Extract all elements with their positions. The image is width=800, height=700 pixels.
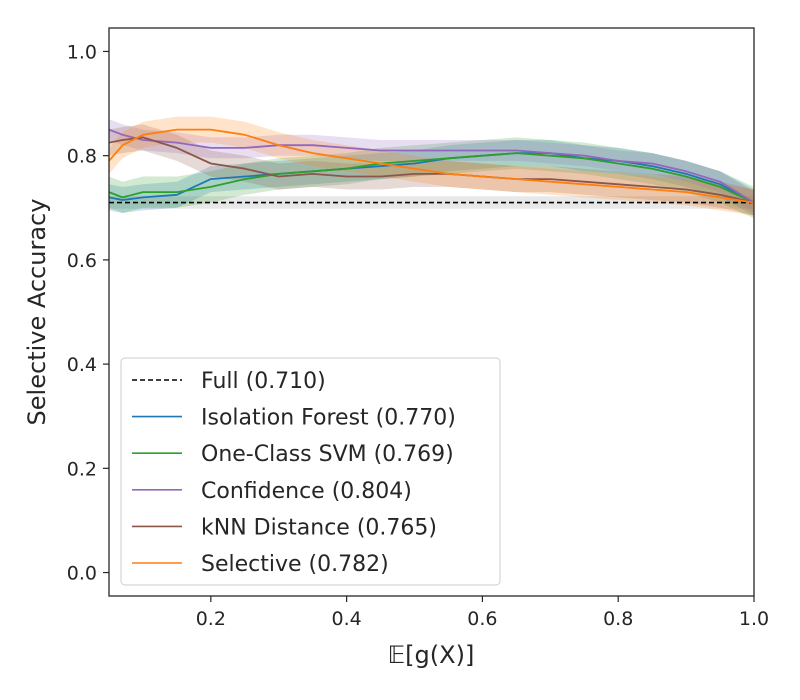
one-class-svm-line bbox=[108, 152, 755, 204]
confidence-line bbox=[108, 128, 755, 204]
full-legend-label: Full (0.710) bbox=[201, 369, 326, 394]
selective-legend-label: Selective (0.782) bbox=[201, 552, 389, 577]
x-tick-label: 1.0 bbox=[739, 608, 769, 630]
y-axis-ticks: 0.0 0.2 0.4 0.6 0.8 1.0 bbox=[67, 41, 109, 585]
x-axis-label: 𝔼[g(X)] bbox=[388, 641, 475, 669]
y-tick-label: 0.6 bbox=[67, 250, 97, 272]
confidence-legend-label: Confidence (0.804) bbox=[201, 479, 412, 504]
selective-line bbox=[108, 128, 755, 204]
y-axis-label: Selective Accuracy bbox=[23, 199, 51, 426]
x-tick-label: 0.4 bbox=[332, 608, 362, 630]
knn-distance-legend-label: kNN Distance (0.765) bbox=[201, 515, 437, 540]
one-class-svm-legend-label: One-Class SVM (0.769) bbox=[201, 442, 454, 467]
x-axis-ticks: 0.2 0.4 0.6 0.8 1.0 bbox=[196, 596, 769, 630]
knn-distance-band bbox=[109, 124, 754, 216]
x-tick-label: 0.6 bbox=[467, 608, 497, 630]
y-tick-label: 0.4 bbox=[67, 354, 97, 376]
legend-box bbox=[120, 357, 501, 586]
selective-band bbox=[109, 116, 754, 216]
y-tick-label: 0.2 bbox=[67, 458, 97, 480]
isolation-forest-legend-label: Isolation Forest (0.770) bbox=[201, 406, 456, 431]
y-tick-label: 1.0 bbox=[67, 41, 97, 63]
y-tick-label: 0.8 bbox=[67, 146, 97, 168]
plot-frame bbox=[108, 27, 755, 597]
y-tick-label: 0.0 bbox=[67, 563, 97, 585]
legend-items: Full (0.710) Isolation Forest (0.770) One-… bbox=[132, 369, 456, 577]
x-tick-label: 0.8 bbox=[603, 608, 633, 630]
legend: Full (0.710) Isolation Forest (0.770) One-… bbox=[120, 357, 501, 586]
series-lines bbox=[108, 128, 755, 204]
knn-distance-line bbox=[108, 136, 755, 204]
x-tick-label: 0.2 bbox=[196, 608, 226, 630]
